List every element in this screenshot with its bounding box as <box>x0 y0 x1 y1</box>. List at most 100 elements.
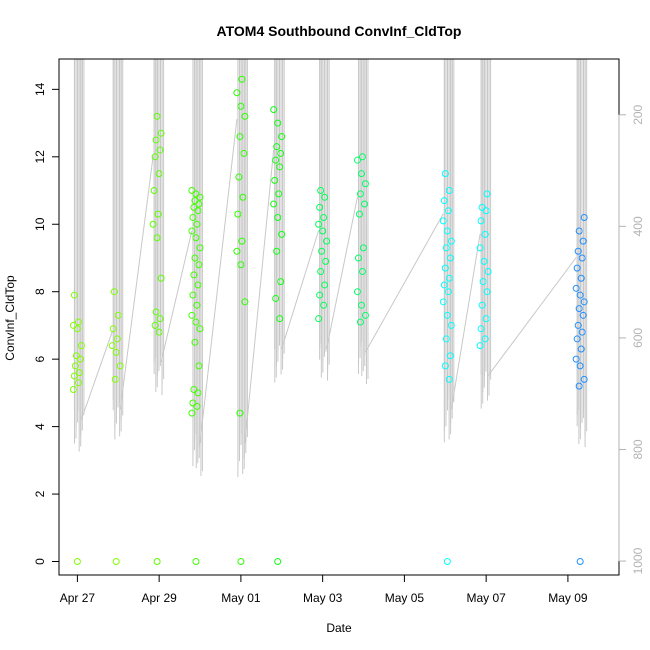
right-tick-label: 200 <box>631 104 645 124</box>
data-point <box>234 210 242 218</box>
data-point <box>274 558 282 566</box>
x-tick-label: May 03 <box>303 591 343 605</box>
data-point <box>113 335 121 343</box>
data-point <box>356 190 364 198</box>
data-point <box>321 193 329 201</box>
data-point <box>579 311 587 319</box>
data-point <box>358 267 366 275</box>
data-point <box>188 187 196 195</box>
data-point <box>76 355 84 363</box>
data-point <box>315 315 323 323</box>
data-point <box>273 247 281 255</box>
data-point <box>70 291 78 299</box>
data-point <box>441 170 449 178</box>
data-point <box>270 200 278 208</box>
data-point <box>441 264 449 272</box>
data-point <box>353 288 361 296</box>
data-point <box>439 217 447 225</box>
data-point <box>237 261 245 269</box>
data-point <box>154 210 162 218</box>
x-tick-label: Apr 27 <box>60 591 96 605</box>
right-tick-label: 800 <box>631 439 645 459</box>
data-points <box>69 75 588 566</box>
data-point <box>574 321 582 329</box>
connector-line <box>244 149 275 444</box>
data-point <box>274 214 282 222</box>
connector-line <box>326 196 358 349</box>
y-tick-label: 0 <box>33 558 47 565</box>
data-point <box>188 311 196 319</box>
data-point <box>69 321 77 329</box>
data-point <box>195 200 203 208</box>
data-point <box>356 318 364 326</box>
data-point <box>111 375 119 383</box>
data-point <box>74 318 82 326</box>
data-point <box>241 112 249 120</box>
data-point <box>447 321 455 329</box>
data-point <box>192 558 200 566</box>
data-point <box>320 301 328 309</box>
data-point <box>189 399 197 407</box>
chart-title: ATOM4 Southbound ConvInf_CldTop <box>217 23 462 39</box>
data-point <box>577 345 585 353</box>
data-point <box>316 291 324 299</box>
data-point <box>149 220 157 228</box>
data-point <box>476 342 484 350</box>
data-point <box>151 153 159 161</box>
data-point <box>476 244 484 252</box>
data-point <box>439 298 447 306</box>
data-point <box>237 102 245 110</box>
data-point <box>69 386 77 394</box>
data-point <box>321 281 329 289</box>
data-point <box>278 230 286 238</box>
data-point <box>353 156 361 164</box>
data-point <box>157 274 165 282</box>
profile-lines <box>73 59 588 478</box>
data-point <box>578 254 586 262</box>
data-point <box>478 301 486 309</box>
data-point <box>445 274 453 282</box>
data-point <box>196 193 204 201</box>
data-point <box>578 328 586 336</box>
data-point <box>317 267 325 275</box>
data-point <box>480 257 488 265</box>
data-point <box>73 325 81 333</box>
data-point <box>271 176 279 184</box>
data-point <box>355 210 363 218</box>
data-point <box>277 149 285 157</box>
data-point <box>445 187 453 195</box>
data-point <box>153 112 161 120</box>
data-point <box>443 227 451 235</box>
data-point <box>323 237 331 245</box>
connector-line <box>365 213 444 353</box>
data-point <box>576 558 584 566</box>
data-point <box>580 214 588 222</box>
data-point <box>235 173 243 181</box>
data-point <box>481 335 489 343</box>
y-axis: 0 2 4 6 8 10 12 14 <box>33 82 60 565</box>
data-point <box>238 75 246 83</box>
data-point <box>276 315 284 323</box>
x-axis-label: Date <box>326 621 352 635</box>
data-point <box>572 284 580 292</box>
data-point <box>318 247 326 255</box>
data-point <box>194 281 202 289</box>
data-point <box>573 264 581 272</box>
x-axis: Apr 27 Apr 29 May 01 May 03 May 05 May 07 May … <box>60 574 588 605</box>
data-point <box>575 382 583 390</box>
data-point <box>276 163 284 171</box>
data-point <box>484 267 492 275</box>
y-tick-label: 2 <box>33 490 47 497</box>
data-point <box>193 220 201 228</box>
data-point <box>361 180 369 188</box>
data-point <box>272 156 280 164</box>
data-point <box>574 247 582 255</box>
data-point <box>75 369 83 377</box>
data-point <box>114 311 122 319</box>
data-point <box>77 342 85 350</box>
data-point <box>580 298 588 306</box>
data-point <box>575 227 583 235</box>
data-point <box>443 558 451 566</box>
data-point <box>192 234 200 242</box>
data-point <box>446 254 454 262</box>
